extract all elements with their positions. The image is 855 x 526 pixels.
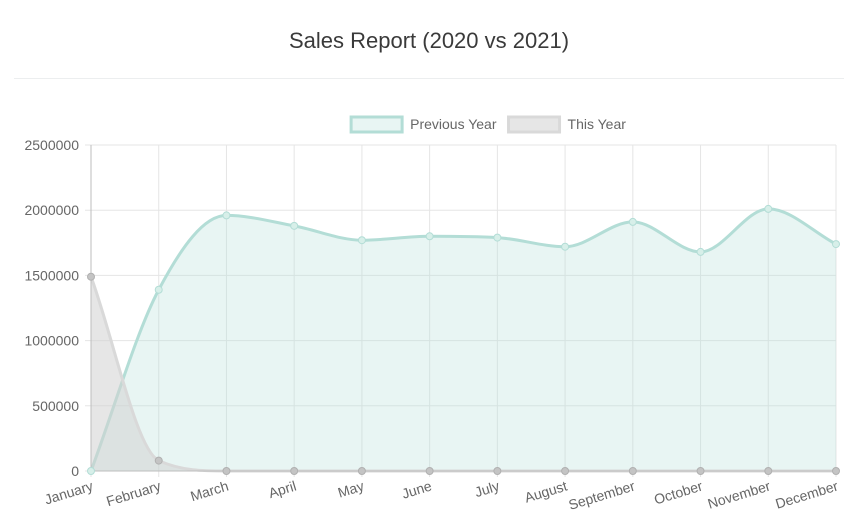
data-point	[154, 285, 163, 294]
data-point	[493, 233, 502, 242]
y-tick-label: 500000	[32, 398, 79, 414]
data-point	[425, 467, 434, 475]
data-point	[357, 236, 366, 245]
data-point	[357, 467, 366, 475]
data-point	[154, 456, 163, 465]
legend-swatch	[349, 115, 404, 134]
data-point	[87, 467, 95, 475]
data-point	[290, 221, 299, 230]
x-tick-label: November	[706, 477, 773, 511]
data-point	[696, 247, 705, 256]
y-tick-label: 2000000	[24, 202, 79, 218]
data-point	[222, 211, 231, 220]
data-point	[425, 232, 434, 241]
x-tick-label: December	[773, 477, 840, 511]
chart-series	[89, 207, 837, 473]
x-tick-label: February	[104, 478, 162, 510]
data-point	[493, 467, 502, 475]
y-tick-label: 1000000	[24, 333, 79, 349]
data-point	[764, 467, 773, 475]
x-tick-label: July	[473, 478, 501, 501]
data-point	[696, 467, 705, 475]
chart-title: Sales Report (2020 vs 2021)	[288, 28, 570, 53]
data-point	[832, 240, 840, 249]
x-tick-label: October	[652, 477, 705, 507]
data-point	[561, 242, 570, 251]
data-point	[628, 217, 637, 226]
y-tick-label: 2500000	[24, 137, 79, 153]
data-point	[628, 467, 637, 475]
x-tick-label: April	[267, 478, 298, 501]
data-point	[561, 467, 570, 475]
y-tick-label: 0	[71, 463, 79, 479]
x-tick-label: January	[43, 478, 95, 508]
data-point	[290, 467, 299, 475]
x-tick-label: August	[523, 478, 569, 506]
legend-label: Previous Year	[410, 116, 497, 132]
y-tick-label: 1500000	[24, 267, 79, 283]
data-point	[764, 204, 773, 213]
chart-legend: Previous Year This Year	[349, 115, 627, 134]
legend-swatch	[507, 115, 562, 134]
x-tick-label: September	[567, 477, 637, 512]
data-point	[87, 272, 95, 281]
series-area-0	[91, 208, 836, 471]
x-tick-label: May	[336, 478, 366, 501]
chart-points	[87, 204, 840, 475]
data-point	[222, 467, 231, 475]
x-tick-label: March	[188, 478, 230, 505]
x-tick-label: June	[400, 478, 434, 502]
card-header: Sales Report (2020 vs 2021)	[14, 0, 844, 79]
legend-label: This Year	[568, 116, 627, 132]
chart-axes	[90, 145, 836, 472]
data-point	[832, 467, 840, 475]
